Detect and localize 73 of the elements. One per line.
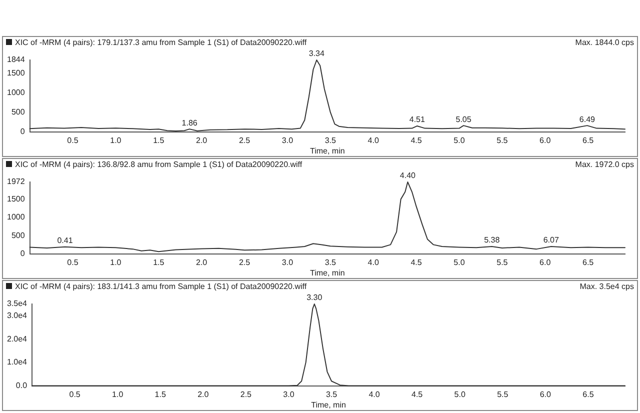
x-tick-label: 6.0 [540,258,552,267]
y-tick-label: 500 [11,108,26,117]
x-axis-title: Time, min [311,400,346,410]
x-tick-label: 5.5 [496,136,508,145]
x-tick-label: 2.5 [238,136,251,145]
x-tick-label: 2.0 [198,390,210,399]
x-tick-label: 2.0 [196,136,208,145]
annotation: 3.34 [308,49,325,58]
x-tick-label: 4.0 [368,390,380,399]
x-tick-label: 5.5 [496,258,508,267]
text: Max. 3.5e4 cps [580,281,634,292]
annotation: 4.40 [400,171,416,180]
chart-title: XIC of -MRM (4 pairs): 179.1/137.3 amu from Sample 1 (S1) of Data20090220.wiff [15,38,307,47]
x-tick-label: 1.5 [153,136,165,145]
x-tick-label: 3.0 [282,136,294,145]
text: Max. 1972.0 cps [575,159,634,170]
y-tick-label: 0.0 [16,381,28,390]
x-tick-label: 6.0 [540,390,552,399]
chart-title: XIC of -MRM (4 pairs): 136.8/92.8 amu from Sample 1 (S1) of Data20090220.wiff [15,160,302,169]
y-tick-label: 3.0e4 [6,310,28,320]
x-axis-title: Time, min [310,268,345,278]
x-tick-label: 3.5 [324,136,337,145]
x-tick-label: 6.0 [540,136,552,145]
x-tick-label: 3.5 [326,390,338,399]
x-tick-label: 1.0 [110,136,122,145]
y-tick-label: 2.0e4 [6,334,28,344]
text: Max. 1844.0 cps [575,37,634,48]
annotation: 5.05 [456,114,472,124]
x-tick-label: 1.0 [110,258,122,267]
y-tick-label: 0 [20,127,26,136]
x-tick-label: 0.5 [67,258,79,267]
y-tick-label: 1000 [7,88,26,98]
x-tick-label: 6.5 [582,136,594,145]
x-tick-label: 3.0 [283,390,295,399]
x-tick-label: 6.5 [582,258,594,267]
x-tick-label: 5.0 [454,136,466,145]
y-tick-label: 1500 [7,194,26,204]
y-tick-label: 1844 [7,55,26,64]
x-tick-label: 3.0 [282,258,294,267]
y-tick-label: 1500 [7,68,26,78]
y-tick-label: 1.0e4 [6,358,28,367]
x-tick-label: 1.5 [153,258,165,267]
annotation: 1.86 [182,118,198,128]
x-tick-label: 4.0 [368,136,380,145]
x-tick-label: 4.5 [410,258,422,267]
x-tick-label: 5.0 [454,390,466,399]
x-tick-label: 1.0 [112,390,124,399]
x-axis-title: Time, min [310,146,345,156]
x-tick-label: 0.5 [69,390,81,399]
x-tick-label: 1.5 [154,390,166,399]
annotation: 0.41 [57,236,74,246]
annotation: 6.49 [579,114,596,124]
chart-title: XIC of -MRM (4 pairs): 183.1/141.3 amu from Sample 1 (S1) of Data20090220.wiff [15,282,307,291]
x-tick-label: 6.5 [582,390,594,399]
y-tick-label: 3.5e4 [6,299,28,308]
y-tick-label: 0 [20,249,26,258]
y-tick-label: 1000 [7,212,26,222]
x-tick-label: 5.0 [454,258,466,267]
annotation: 5.38 [484,236,500,245]
x-tick-label: 3.5 [324,258,337,267]
y-tick-label: 1972 [7,177,26,186]
x-tick-label: 2.5 [238,258,251,267]
x-tick-label: 4.5 [410,136,422,145]
x-tick-label: 0.5 [67,136,79,145]
x-tick-label: 4.5 [412,390,424,399]
x-tick-label: 4.0 [368,258,380,267]
annotation: 6.07 [543,236,560,245]
y-tick-label: 500 [11,230,26,240]
annotation: 4.51 [409,115,426,124]
x-tick-label: 5.5 [497,390,509,399]
x-tick-label: 2.5 [240,390,252,399]
x-tick-label: 2.0 [196,258,208,267]
annotation: 3.30 [306,293,323,302]
